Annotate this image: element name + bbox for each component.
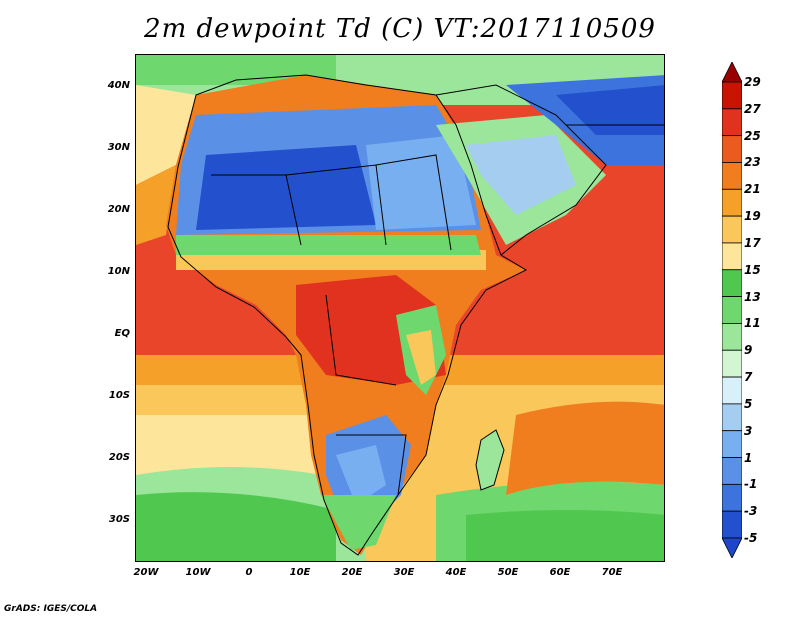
colorbar-label: 29 — [744, 75, 761, 89]
lat-label-30s: 30S — [108, 514, 130, 525]
colorbar-cell — [722, 483, 742, 512]
lon-label-40e: 40E — [445, 567, 467, 578]
colorbar-cell — [722, 135, 742, 163]
colorbar-label: -1 — [744, 477, 758, 492]
colorbar-cell — [722, 108, 742, 137]
colorbar-cell — [722, 349, 742, 378]
colorbar-label: 25 — [744, 128, 761, 143]
lat-label-40n: 40N — [107, 80, 130, 91]
colorbar-label: -5 — [744, 531, 758, 545]
colorbar-cell — [722, 269, 742, 297]
colorbar-cell — [722, 323, 742, 351]
lat-label-30n: 30N — [107, 142, 130, 153]
colorbar-label: 21 — [744, 182, 761, 197]
colorbar-cell — [722, 510, 742, 539]
lat-label-10n: 10N — [107, 266, 130, 277]
colorbar-label: 11 — [744, 316, 761, 331]
lon-label-20e: 20E — [341, 567, 363, 578]
colorbar-cell — [722, 242, 742, 271]
lon-label-50e: 50E — [497, 567, 519, 578]
lon-label-30e: 30E — [393, 567, 415, 578]
map-canvas — [136, 55, 664, 561]
colorbar-cell — [722, 376, 742, 405]
dewpoint-map — [135, 54, 665, 562]
lat-label-10s: 10S — [108, 390, 130, 401]
map-title: 2m dewpoint Td (C) VT:2017110509 — [144, 14, 656, 44]
colorbar-label: 23 — [744, 155, 761, 170]
colorbar-label: 7 — [744, 370, 753, 385]
colorbar-label: 15 — [744, 262, 761, 277]
colorbar-cell — [722, 215, 742, 244]
grads-credit: GrADS: IGES/COLA — [4, 604, 98, 614]
lat-label-20s: 20S — [108, 452, 130, 463]
colorbar-label: 1 — [744, 450, 753, 465]
colorbar — [722, 62, 742, 558]
colorbar-label: 9 — [744, 343, 753, 358]
colorbar-max-arrow — [722, 62, 742, 83]
colorbar-cell — [722, 296, 742, 324]
colorbar-label: 13 — [744, 289, 761, 304]
colorbar-label: 5 — [744, 396, 753, 411]
colorbar-label: -3 — [744, 504, 758, 519]
colorbar-cell — [722, 457, 742, 485]
lon-label-20w: 20W — [133, 567, 159, 578]
lat-label-20n: 20N — [107, 204, 130, 215]
lon-label-70e: 70E — [601, 567, 623, 578]
lon-label-0: 0 — [245, 567, 253, 578]
lon-label-10w: 10W — [185, 567, 211, 578]
colorbar-cell — [722, 430, 742, 458]
lon-label-10e: 10E — [289, 567, 311, 578]
colorbar-cell — [722, 162, 742, 190]
colorbar-label: 17 — [744, 235, 761, 250]
colorbar-min-arrow — [722, 537, 742, 558]
colorbar-label: 19 — [744, 209, 761, 224]
lon-label-60e: 60E — [549, 567, 571, 578]
colorbar-cell — [722, 81, 742, 110]
lat-label-eq: EQ — [114, 328, 130, 339]
colorbar-cell — [722, 188, 742, 217]
colorbar-cell — [722, 403, 742, 432]
colorbar-label: 27 — [744, 101, 761, 116]
colorbar-label: 3 — [744, 423, 753, 438]
